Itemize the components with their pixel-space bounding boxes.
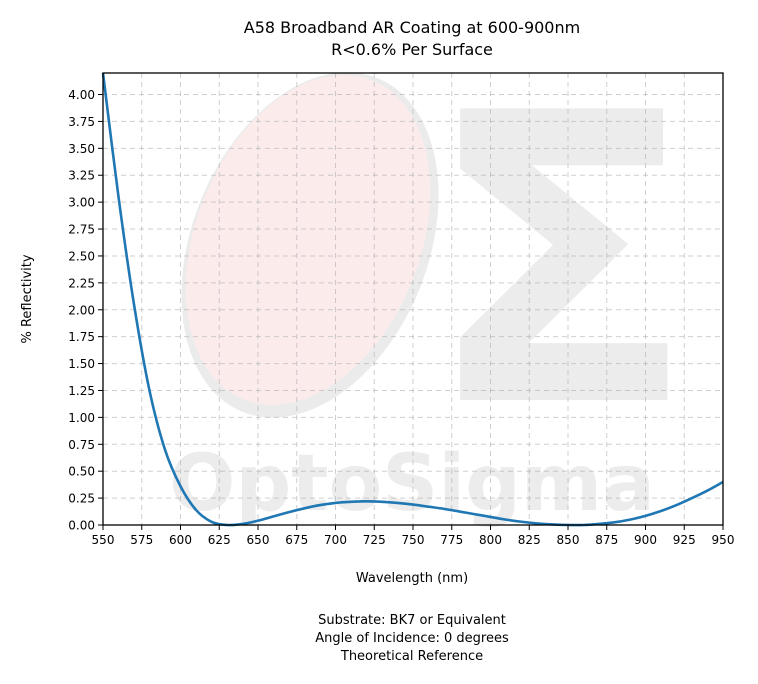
footer-angle: Angle of Incidence: 0 degrees (315, 631, 509, 646)
x-tick-label: 625 (208, 533, 231, 547)
chart-subtitle: R<0.6% Per Surface (331, 40, 493, 59)
x-tick-label: 675 (285, 533, 308, 547)
x-tick-label: 900 (634, 533, 657, 547)
y-tick-label: 3.75 (68, 115, 95, 129)
x-tick-label: 550 (92, 533, 115, 547)
watermark-sigma: Σ (423, 30, 696, 495)
y-tick-label: 1.75 (68, 330, 95, 344)
y-tick-label: 3.00 (68, 196, 95, 210)
y-ticks: 0.00 0.25 0.50 0.75 1.00 1.25 1.50 1.75 2.00 2.25… (68, 88, 103, 533)
x-tick-label: 575 (130, 533, 153, 547)
x-tick-label: 875 (595, 533, 618, 547)
x-tick-label: 850 (557, 533, 580, 547)
watermark: Σ OptoSigma (169, 30, 696, 529)
x-tick-label: 600 (169, 533, 192, 547)
series-layer (101, 72, 724, 527)
y-tick-label: 2.00 (68, 303, 95, 317)
x-tick-label: 750 (402, 533, 425, 547)
x-tick-label: 650 (247, 533, 270, 547)
watermark-text: OptoSigma (169, 439, 655, 529)
y-tick-label: 3.25 (68, 169, 95, 183)
x-tick-label: 700 (324, 533, 347, 547)
reflectivity-line (101, 72, 724, 527)
y-tick-label: 1.50 (68, 357, 95, 371)
x-axis-label: Wavelength (nm) (356, 571, 468, 586)
y-tick-label: 0.25 (68, 492, 95, 506)
y-tick-label: 1.00 (68, 411, 95, 425)
y-tick-label: 1.25 (68, 384, 95, 398)
watermark-disc-highlight (185, 75, 431, 405)
y-tick-label: 3.50 (68, 142, 95, 156)
y-tick-label: 2.50 (68, 249, 95, 263)
footer-substrate: Substrate: BK7 or Equivalent (318, 613, 506, 628)
x-tick-label: 800 (479, 533, 502, 547)
x-tick-label: 775 (440, 533, 463, 547)
y-tick-label: 0.75 (68, 438, 95, 452)
x-tick-label: 950 (712, 533, 735, 547)
x-tick-label: 825 (518, 533, 541, 547)
x-ticks: 550 575 600 625 650 675 700 725 750 775 800 825 850 8… (92, 525, 735, 547)
y-tick-label: 2.25 (68, 276, 95, 290)
y-tick-label: 0.00 (68, 519, 95, 533)
x-tick-label: 925 (673, 533, 696, 547)
grid (102, 73, 724, 526)
x-tick-label: 725 (363, 533, 386, 547)
chart-title: A58 Broadband AR Coating at 600-900nm (243, 18, 581, 37)
y-tick-label: 4.00 (68, 88, 95, 102)
y-tick-label: 2.75 (68, 223, 95, 237)
y-tick-label: 0.50 (68, 465, 95, 479)
y-axis-label: % Reflectivity (20, 254, 35, 343)
footer-reference: Theoretical Reference (340, 649, 484, 664)
